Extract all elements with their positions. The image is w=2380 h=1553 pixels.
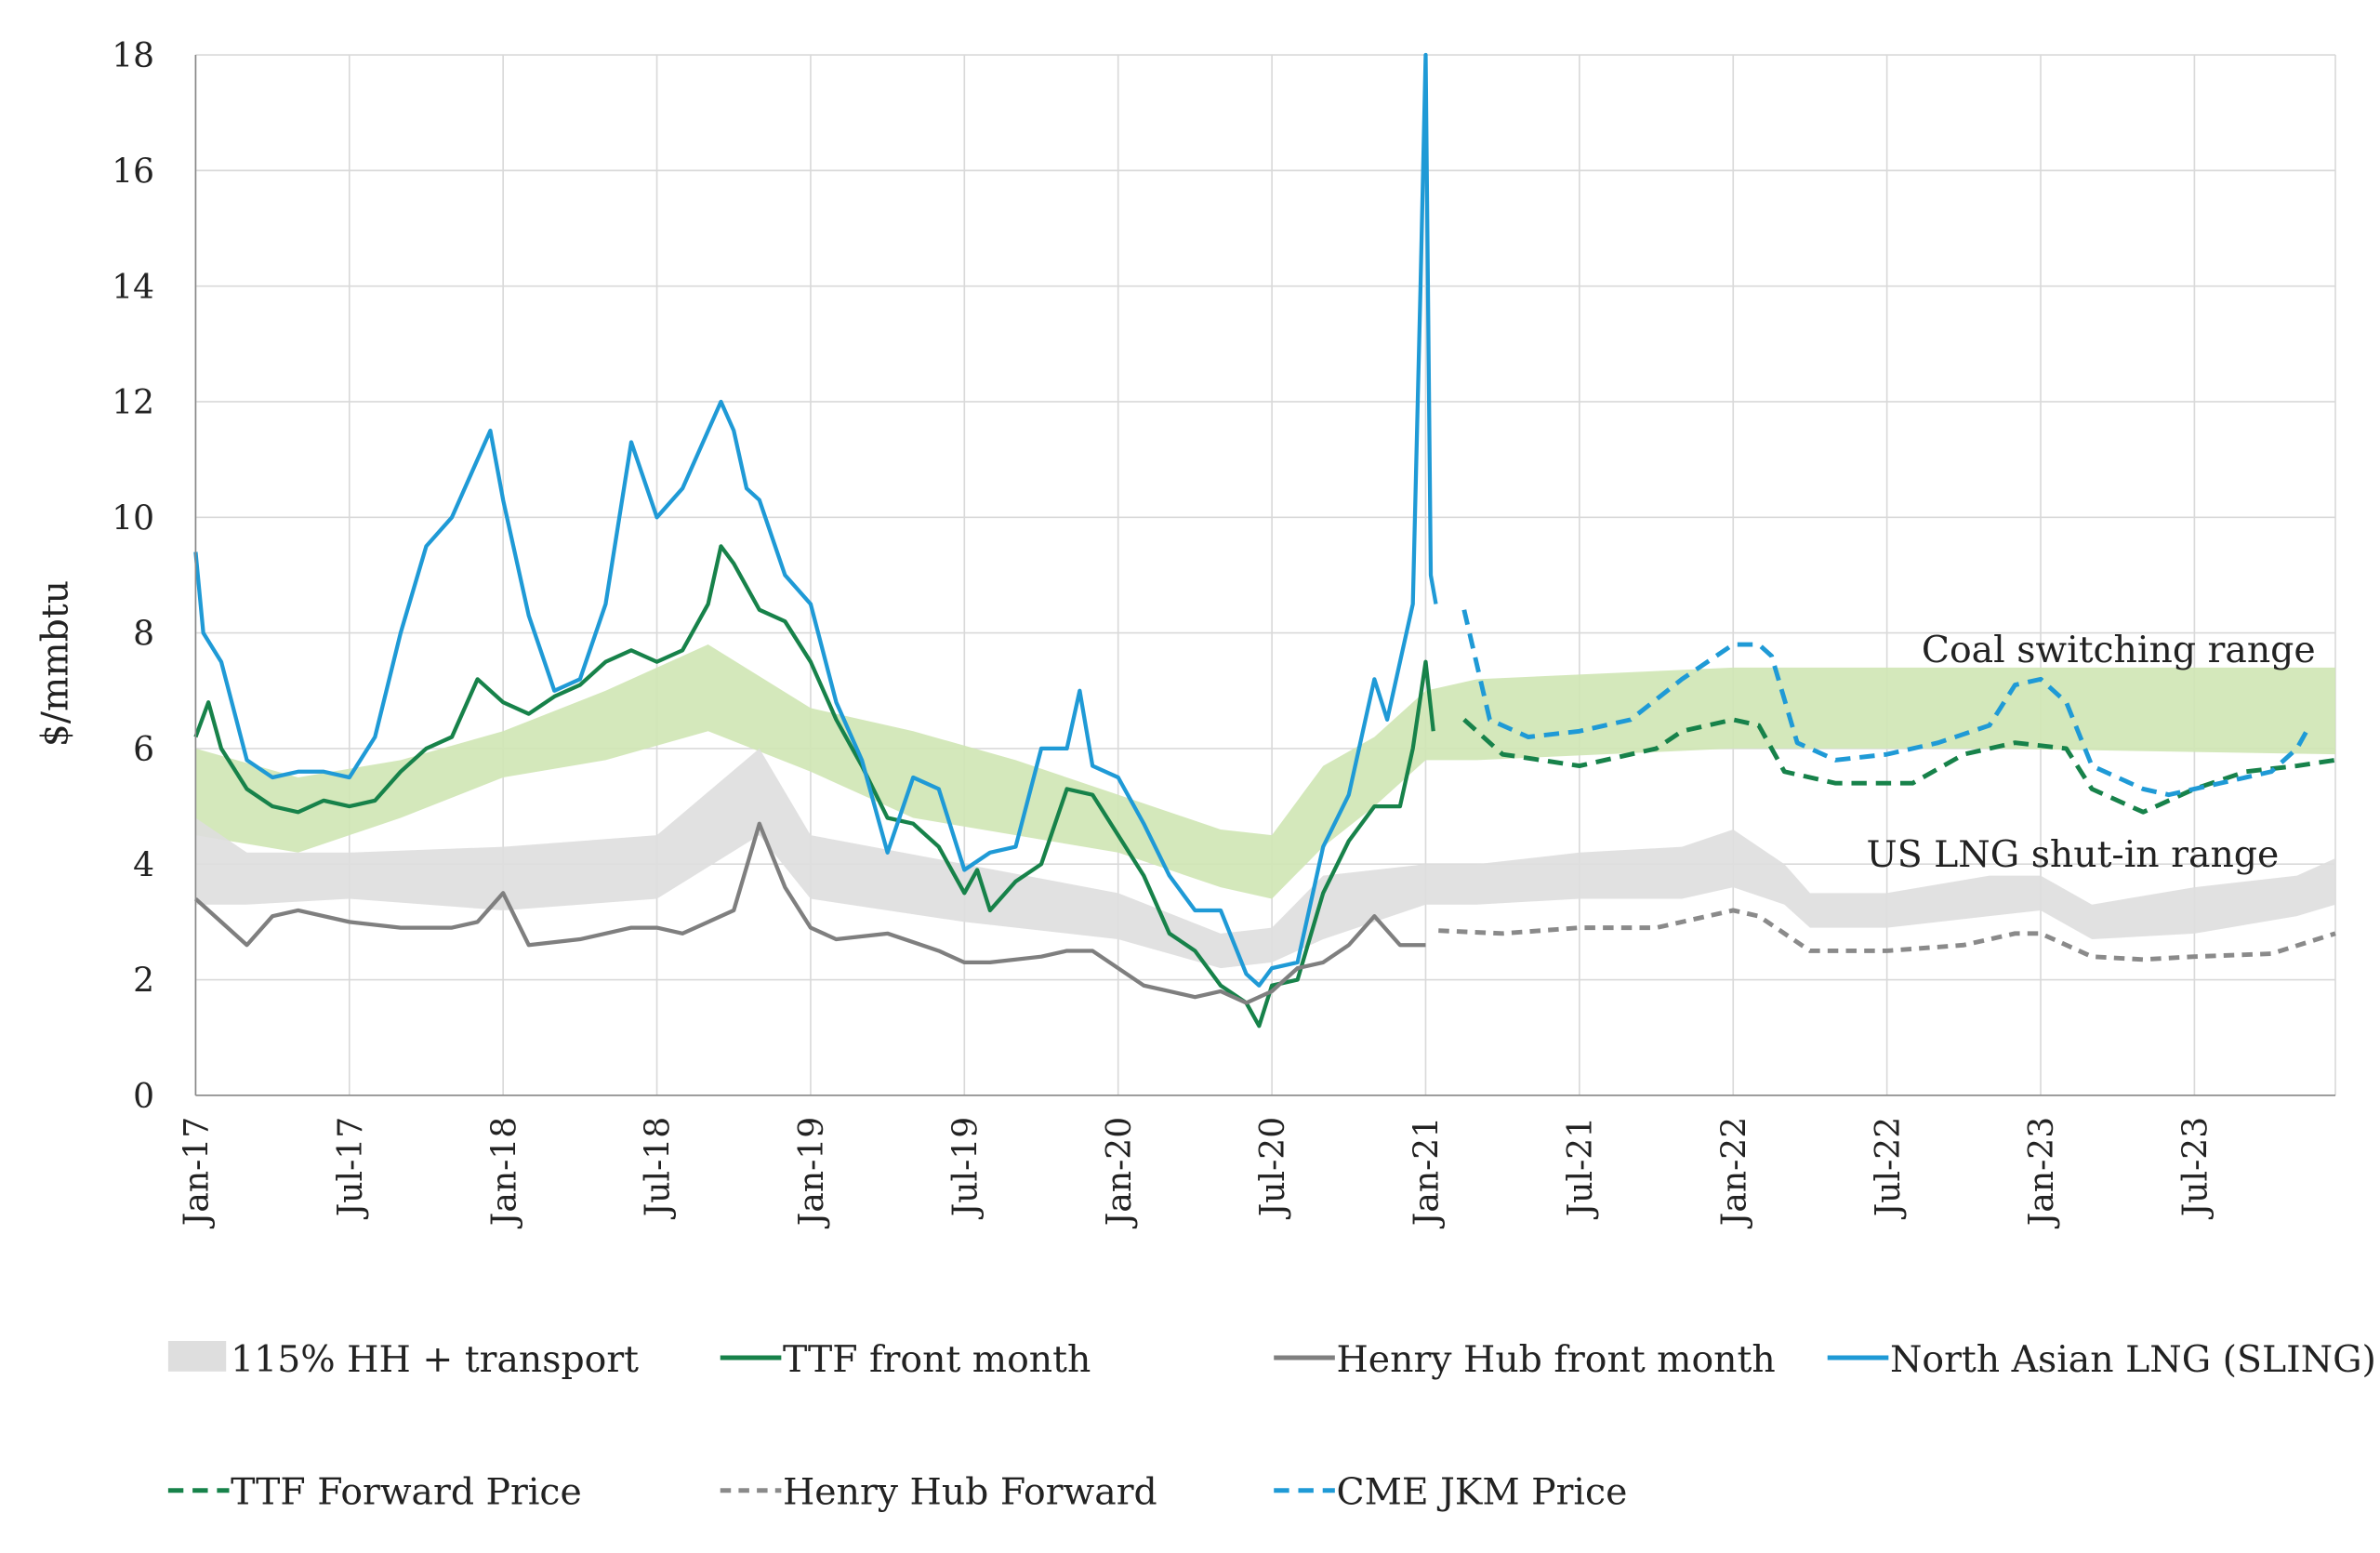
legend: 115% HH + transport TTF front month Henry … <box>167 1338 2376 1514</box>
range-bands <box>195 644 2335 969</box>
legend-label: Henry Hub Forward <box>783 1471 1157 1514</box>
axes: 0 2 4 6 8 10 12 14 16 18 Jan-17 Jul-17 Jan-18 Jul-18 J… <box>112 36 2335 1229</box>
y-tick-label: 4 <box>133 845 154 884</box>
x-tick-label: Jul-21 <box>1561 1117 1600 1220</box>
legend-label: TTF Forward Price <box>231 1471 582 1514</box>
band-115-hh-transport <box>195 748 2335 969</box>
series-henry-hub-front-month <box>193 821 1426 1005</box>
x-tick-label: Jul-17 <box>331 1117 370 1220</box>
series-north-asian-lng-sling- <box>193 52 1438 988</box>
legend-swatch <box>167 1340 227 1372</box>
x-tick-label: Jan-19 <box>792 1117 831 1229</box>
series-lines <box>193 52 2336 1029</box>
x-tick-label: Jan-17 <box>178 1117 217 1229</box>
y-tick-label: 18 <box>112 36 154 75</box>
x-tick-label: Jan-21 <box>1408 1117 1447 1229</box>
annotation-us-lng-shut-in: US LNG shut-in range <box>1867 833 2280 876</box>
x-tick-label: Jul-19 <box>945 1117 985 1220</box>
annotation-coal-switching: Coal switching range <box>1922 629 2316 671</box>
x-tick-label: Jul-18 <box>639 1117 678 1220</box>
y-tick-label: 10 <box>112 498 154 538</box>
series-ttf-front-month <box>193 544 1435 1029</box>
y-tick-label: 8 <box>133 615 154 654</box>
x-tick-label: Jan-18 <box>484 1117 523 1229</box>
legend-label: Henry Hub front month <box>1336 1338 1775 1381</box>
y-tick-label: 2 <box>133 962 154 1001</box>
x-tick-label: Jul-23 <box>2176 1117 2215 1220</box>
x-tick-label: Jan-22 <box>1714 1117 1753 1229</box>
y-tick-label: 14 <box>112 268 154 307</box>
y-tick-label: 0 <box>133 1077 154 1116</box>
legend-label: North Asian LNG (SLING) <box>1890 1338 2376 1381</box>
series-henry-hub-forward <box>1438 908 2336 962</box>
band-coal-switching-range <box>195 644 2335 899</box>
y-tick-label: 12 <box>112 383 154 422</box>
series-ttf-forward-price <box>1462 717 2336 815</box>
y-axis-label: $/mmbtu <box>34 580 77 747</box>
legend-label: 115% HH + transport <box>231 1338 639 1381</box>
y-tick-label: 6 <box>133 730 154 769</box>
x-tick-label: Jul-20 <box>1253 1117 1292 1220</box>
x-tick-label: Jan-23 <box>2022 1117 2061 1229</box>
x-tick-label: Jan-20 <box>1100 1117 1139 1229</box>
legend-label: TTF front month <box>783 1338 1091 1381</box>
x-tick-label: Jul-22 <box>1869 1117 1908 1220</box>
legend-label: CME JKM Price <box>1336 1471 1627 1514</box>
y-tick-label: 16 <box>112 152 154 191</box>
series-cme-jkm-price <box>1461 609 2312 798</box>
